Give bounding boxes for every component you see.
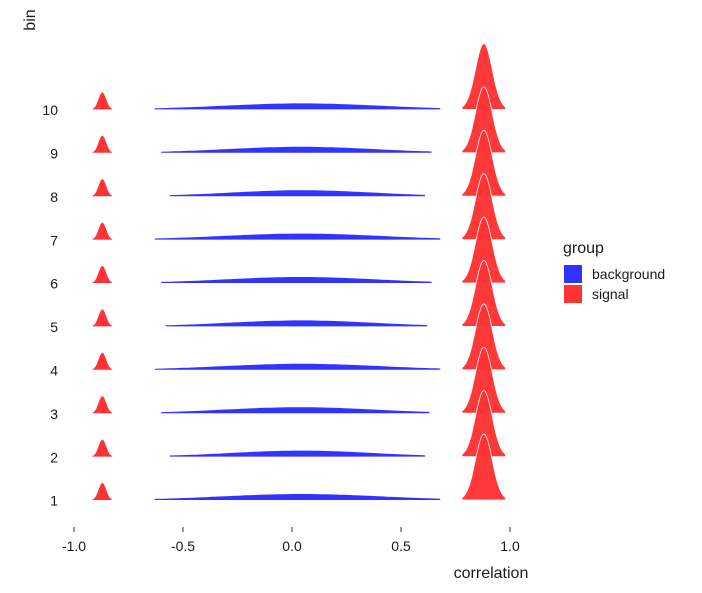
ridge-background-bin-3 <box>161 407 430 414</box>
ridge-background-bin-1 <box>154 494 441 500</box>
ridge-signal-high-bin-1 <box>461 433 506 501</box>
legend-swatch-background <box>564 265 582 283</box>
y-tick-label: 4 <box>50 363 58 379</box>
x-axis-label: correlation <box>454 565 529 582</box>
ridge-signal-low-bin-2 <box>92 439 113 457</box>
ridge-background-bin-2 <box>169 450 425 457</box>
y-tick-label: 8 <box>50 189 58 205</box>
legend-title: group <box>563 240 604 257</box>
y-tick-label: 6 <box>50 276 58 292</box>
y-tick-label: 7 <box>50 232 58 248</box>
ridges-layer <box>92 42 506 501</box>
ridge-signal-low-bin-9 <box>92 135 113 153</box>
y-tick-labels: 10 9 8 7 6 5 4 3 2 1 <box>42 102 58 509</box>
x-tick-labels: -1.0 -0.5 0.0 0.5 1.0 <box>62 527 520 554</box>
ridge-background-bin-6 <box>161 277 432 283</box>
y-tick-label: 2 <box>50 449 58 465</box>
legend: group background signal <box>563 240 665 303</box>
ridge-signal-low-bin-4 <box>92 352 113 370</box>
y-tick-label: 10 <box>42 102 58 118</box>
x-axis: -1.0 -0.5 0.0 0.5 1.0 correlation <box>62 527 528 582</box>
ridge-signal-low-bin-3 <box>92 396 113 414</box>
ridge-signal-low-bin-8 <box>92 179 113 197</box>
ridge-signal-high-bin-5 <box>461 259 506 327</box>
x-tick-label: -0.5 <box>171 538 195 554</box>
x-tick-label: -1.0 <box>62 538 86 554</box>
legend-swatch-signal <box>564 285 582 303</box>
x-tick-label: 0.5 <box>391 538 411 554</box>
legend-label-signal: signal <box>592 286 629 302</box>
legend-label-background: background <box>592 266 665 282</box>
ridge-signal-high-bin-2 <box>461 390 506 457</box>
ridge-signal-low-bin-6 <box>92 266 113 283</box>
y-tick-label: 5 <box>50 319 58 335</box>
x-tick-label: 0.0 <box>282 538 302 554</box>
ridge-background-bin-7 <box>154 233 441 240</box>
ridge-signal-low-bin-7 <box>92 222 113 240</box>
ridge-background-bin-9 <box>161 146 432 153</box>
ridge-signal-high-bin-6 <box>461 216 506 284</box>
ridge-signal-low-bin-1 <box>92 483 113 500</box>
ridge-background-bin-4 <box>154 363 441 370</box>
ridge-background-bin-10 <box>154 103 441 110</box>
ridge-signal-low-bin-10 <box>92 92 113 110</box>
y-tick-label: 9 <box>50 146 58 162</box>
y-tick-label: 3 <box>50 406 58 422</box>
ridge-signal-high-bin-10 <box>461 42 506 110</box>
x-tick-label: 1.0 <box>500 538 520 554</box>
ridge-signal-high-bin-4 <box>461 303 506 371</box>
ridge-background-bin-5 <box>165 320 428 327</box>
ridge-signal-high-bin-7 <box>461 173 506 240</box>
ridge-signal-high-bin-8 <box>461 129 506 197</box>
ridge-background-bin-8 <box>169 190 425 197</box>
ridge-signal-high-bin-9 <box>461 86 506 154</box>
y-axis-label: bin <box>22 9 39 30</box>
ridge-signal-low-bin-5 <box>92 309 113 327</box>
ridge-signal-high-bin-3 <box>461 346 506 414</box>
y-tick-label: 1 <box>50 493 58 509</box>
